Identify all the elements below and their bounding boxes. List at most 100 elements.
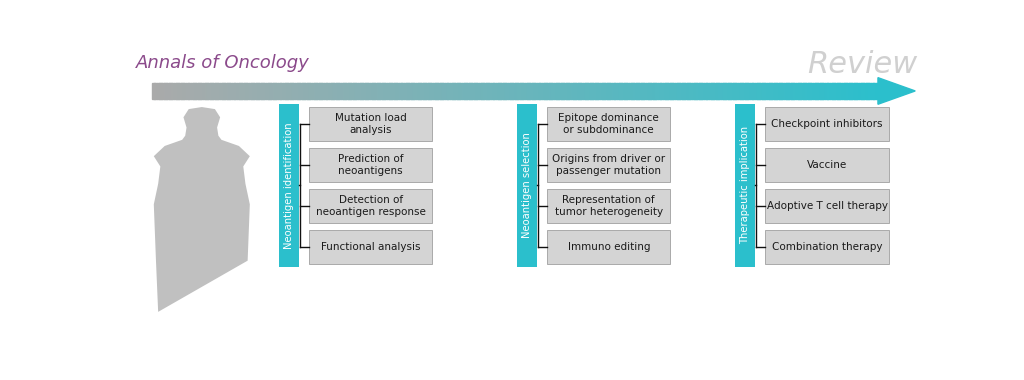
Bar: [694, 83, 697, 99]
Bar: [672, 83, 676, 99]
Bar: [767, 83, 770, 99]
Bar: [524, 83, 527, 99]
FancyBboxPatch shape: [309, 107, 432, 141]
Bar: [176, 83, 179, 99]
Bar: [788, 83, 792, 99]
Bar: [234, 83, 238, 99]
Bar: [401, 83, 404, 99]
Bar: [575, 83, 579, 99]
Bar: [178, 83, 181, 99]
Bar: [256, 83, 259, 99]
FancyBboxPatch shape: [309, 230, 432, 264]
Bar: [813, 83, 816, 99]
Bar: [288, 83, 291, 99]
Bar: [430, 83, 433, 99]
Bar: [283, 83, 286, 99]
Bar: [249, 83, 252, 99]
Bar: [827, 83, 830, 99]
Bar: [774, 83, 777, 99]
Bar: [520, 83, 523, 99]
Bar: [657, 83, 660, 99]
Bar: [660, 83, 664, 99]
Bar: [842, 83, 845, 99]
Bar: [237, 83, 240, 99]
Bar: [820, 83, 823, 99]
Bar: [689, 83, 692, 99]
Bar: [409, 83, 412, 99]
Bar: [355, 83, 358, 99]
Bar: [709, 83, 712, 99]
Text: Representation of
tumor heterogeneity: Representation of tumor heterogeneity: [555, 195, 663, 217]
Bar: [535, 83, 538, 99]
Bar: [551, 83, 554, 99]
Bar: [631, 83, 634, 99]
FancyBboxPatch shape: [547, 230, 671, 264]
Bar: [873, 83, 877, 99]
Bar: [529, 83, 532, 99]
PathPatch shape: [154, 107, 250, 312]
Bar: [488, 83, 492, 99]
Bar: [740, 83, 743, 99]
Bar: [437, 83, 440, 99]
Bar: [212, 83, 215, 99]
Bar: [718, 83, 722, 99]
Bar: [590, 83, 593, 99]
Bar: [677, 83, 680, 99]
Bar: [794, 83, 797, 99]
Bar: [265, 83, 268, 99]
Bar: [517, 104, 537, 266]
Bar: [798, 83, 802, 99]
Bar: [648, 83, 651, 99]
Bar: [684, 83, 687, 99]
Bar: [737, 83, 740, 99]
Bar: [365, 83, 368, 99]
Bar: [585, 83, 588, 99]
Bar: [224, 83, 227, 99]
Bar: [254, 83, 257, 99]
Bar: [279, 104, 299, 266]
Text: Immuno editing: Immuno editing: [567, 242, 650, 252]
Bar: [757, 83, 760, 99]
Bar: [416, 83, 419, 99]
Bar: [665, 83, 669, 99]
Bar: [791, 83, 794, 99]
Bar: [776, 83, 779, 99]
Bar: [229, 83, 232, 99]
Bar: [494, 83, 497, 99]
Bar: [714, 83, 717, 99]
Text: Functional analysis: Functional analysis: [321, 242, 421, 252]
Text: Checkpoint inhibitors: Checkpoint inhibitors: [771, 119, 883, 129]
Bar: [474, 83, 477, 99]
Bar: [452, 83, 455, 99]
Bar: [421, 83, 424, 99]
Bar: [645, 83, 649, 99]
Bar: [435, 83, 438, 99]
Bar: [554, 83, 557, 99]
Bar: [810, 83, 813, 99]
Bar: [728, 83, 731, 99]
Bar: [384, 83, 387, 99]
Bar: [244, 83, 247, 99]
Bar: [542, 83, 545, 99]
Bar: [755, 83, 758, 99]
Bar: [583, 83, 586, 99]
Bar: [251, 83, 254, 99]
Bar: [169, 83, 172, 99]
Bar: [261, 83, 264, 99]
Bar: [398, 83, 401, 99]
Bar: [561, 83, 564, 99]
Bar: [701, 83, 705, 99]
Bar: [483, 83, 486, 99]
Bar: [778, 83, 782, 99]
Bar: [716, 83, 719, 99]
Bar: [307, 83, 310, 99]
Bar: [602, 83, 605, 99]
Bar: [735, 83, 738, 99]
Bar: [627, 83, 630, 99]
Bar: [609, 83, 612, 99]
Bar: [336, 83, 339, 99]
Bar: [370, 83, 373, 99]
Bar: [611, 83, 615, 99]
Bar: [357, 83, 360, 99]
Bar: [343, 83, 346, 99]
